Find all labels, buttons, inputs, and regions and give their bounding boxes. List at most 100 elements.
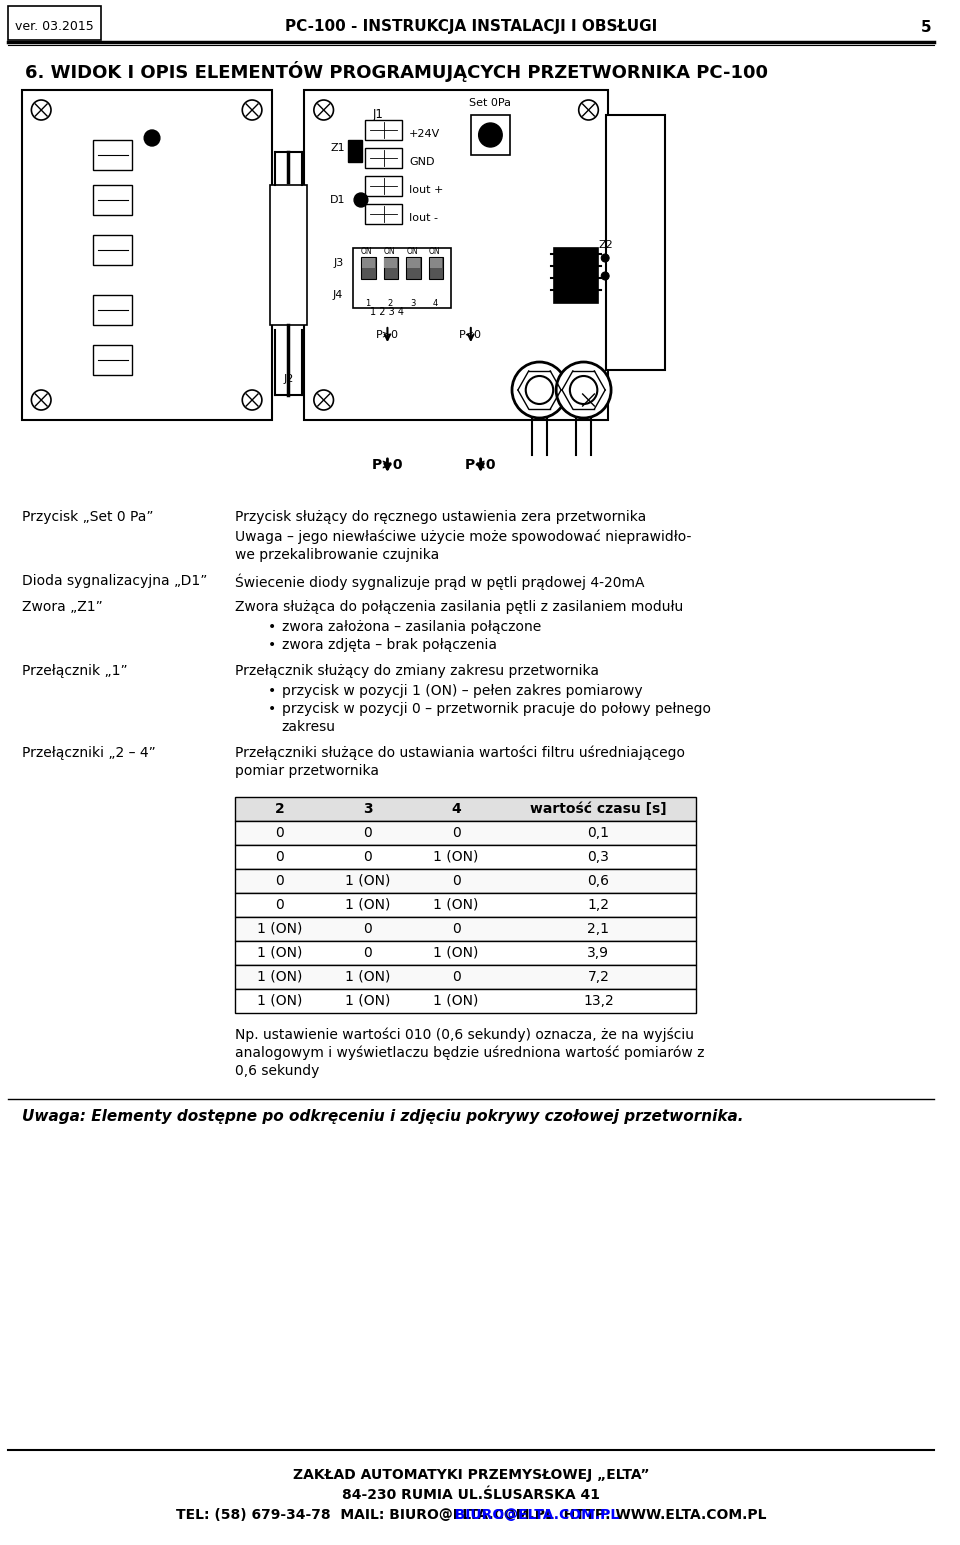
- FancyBboxPatch shape: [365, 204, 402, 224]
- Text: 0: 0: [452, 922, 461, 936]
- Circle shape: [242, 389, 262, 409]
- Text: Uwaga: Elementy dostępne po odkręceniu i zdjęciu pokrywy czołowej przetwornika.: Uwaga: Elementy dostępne po odkręceniu i…: [21, 1109, 743, 1125]
- FancyBboxPatch shape: [8, 6, 101, 40]
- Text: 0,1: 0,1: [588, 827, 610, 840]
- FancyBboxPatch shape: [406, 256, 420, 280]
- Text: 0,3: 0,3: [588, 850, 610, 864]
- FancyBboxPatch shape: [21, 90, 272, 420]
- Text: 1,2: 1,2: [588, 898, 610, 912]
- Text: 1 (ON): 1 (ON): [257, 922, 302, 936]
- Text: 4: 4: [451, 802, 461, 816]
- Text: ON: ON: [429, 247, 441, 256]
- Text: 1 (ON): 1 (ON): [346, 874, 391, 888]
- Text: Uwaga – jego niewłaściwe użycie może spowodować nieprawidło-: Uwaga – jego niewłaściwe użycie może spo…: [235, 530, 692, 544]
- Text: J2: J2: [283, 374, 294, 385]
- FancyBboxPatch shape: [93, 235, 132, 266]
- Text: 0: 0: [452, 970, 461, 984]
- Text: BIURO@ELTA.COM.PL: BIURO@ELTA.COM.PL: [323, 1508, 619, 1522]
- Text: 7,2: 7,2: [588, 970, 610, 984]
- Text: P>0: P>0: [372, 457, 403, 473]
- Text: zwora założona – zasilania połączone: zwora założona – zasilania połączone: [281, 620, 540, 633]
- Circle shape: [556, 362, 612, 419]
- Text: Iout +: Iout +: [409, 185, 444, 195]
- Text: •: •: [268, 701, 276, 715]
- Text: 2,1: 2,1: [588, 922, 610, 936]
- Text: 1 (ON): 1 (ON): [433, 850, 479, 864]
- Text: 5: 5: [922, 20, 932, 34]
- Text: D1: D1: [330, 195, 346, 205]
- Text: zakresu: zakresu: [281, 720, 335, 734]
- Text: 2: 2: [275, 802, 284, 816]
- FancyBboxPatch shape: [235, 989, 696, 1014]
- Text: +24V: +24V: [409, 128, 441, 139]
- Text: Set 0Pa: Set 0Pa: [469, 97, 512, 108]
- Text: 0: 0: [364, 827, 372, 840]
- FancyBboxPatch shape: [362, 258, 374, 267]
- Text: 0: 0: [364, 922, 372, 936]
- Text: Z1: Z1: [330, 144, 346, 153]
- Circle shape: [512, 362, 567, 419]
- Text: 0: 0: [276, 874, 284, 888]
- FancyBboxPatch shape: [235, 797, 696, 820]
- FancyBboxPatch shape: [270, 185, 307, 324]
- FancyBboxPatch shape: [365, 176, 402, 196]
- Circle shape: [579, 100, 598, 121]
- Text: ON: ON: [384, 247, 396, 256]
- Circle shape: [144, 130, 160, 145]
- Text: GND: GND: [409, 158, 435, 167]
- Text: ON: ON: [406, 247, 418, 256]
- FancyBboxPatch shape: [353, 249, 451, 307]
- Text: ON: ON: [361, 247, 372, 256]
- Text: J3: J3: [333, 258, 344, 267]
- FancyBboxPatch shape: [93, 185, 132, 215]
- Text: 1 (ON): 1 (ON): [433, 898, 479, 912]
- Circle shape: [479, 124, 502, 147]
- Text: 0: 0: [364, 850, 372, 864]
- Text: TEL: (58) 679-34-78  MAIL: BIURO@ELTA.COM.PL  HTTP: WWW.ELTA.COM.PL: TEL: (58) 679-34-78 MAIL: BIURO@ELTA.COM…: [176, 1508, 766, 1522]
- FancyBboxPatch shape: [93, 345, 132, 375]
- Text: 0: 0: [276, 898, 284, 912]
- Circle shape: [601, 272, 609, 280]
- Text: J1: J1: [372, 108, 384, 121]
- Circle shape: [242, 100, 262, 121]
- Circle shape: [601, 253, 609, 263]
- Text: 0: 0: [276, 827, 284, 840]
- FancyBboxPatch shape: [235, 966, 696, 989]
- Text: Przełączniki służące do ustawiania wartości filtru uśredniającego: Przełączniki służące do ustawiania warto…: [235, 746, 685, 760]
- Text: 1 (ON): 1 (ON): [257, 993, 302, 1007]
- Text: P<0: P<0: [465, 457, 496, 473]
- Text: Dioda sygnalizacyjna „D1”: Dioda sygnalizacyjna „D1”: [21, 575, 207, 589]
- Text: 3: 3: [410, 298, 416, 307]
- Text: zwora zdjęta – brak połączenia: zwora zdjęta – brak połączenia: [281, 638, 496, 652]
- FancyBboxPatch shape: [235, 868, 696, 893]
- Text: •: •: [268, 638, 276, 652]
- Text: PC-100 - INSTRUKCJA INSTALACJI I OBSŁUGI: PC-100 - INSTRUKCJA INSTALACJI I OBSŁUGI: [285, 20, 657, 34]
- Circle shape: [314, 100, 333, 121]
- Text: we przekalibrowanie czujnika: we przekalibrowanie czujnika: [235, 548, 440, 562]
- Text: 2: 2: [388, 298, 393, 307]
- Circle shape: [32, 389, 51, 409]
- Text: 1: 1: [365, 298, 371, 307]
- Text: 1 2 3 4: 1 2 3 4: [371, 307, 404, 317]
- Text: Przełączniki „2 – 4”: Przełączniki „2 – 4”: [21, 746, 156, 760]
- FancyBboxPatch shape: [430, 258, 443, 267]
- Text: •: •: [268, 684, 276, 698]
- Text: 1 (ON): 1 (ON): [433, 993, 479, 1007]
- Text: analogowym i wyświetlaczu będzie uśredniona wartość pomiarów z: analogowym i wyświetlaczu będzie uśredni…: [235, 1046, 705, 1060]
- Text: Przełącznik „1”: Przełącznik „1”: [21, 664, 128, 678]
- Text: 1 (ON): 1 (ON): [433, 946, 479, 959]
- FancyBboxPatch shape: [235, 918, 696, 941]
- Text: 6. WIDOK I OPIS ELEMENTÓW PROGRAMUJĄCYCH PRZETWORNIKA PC-100: 6. WIDOK I OPIS ELEMENTÓW PROGRAMUJĄCYCH…: [25, 62, 768, 82]
- Circle shape: [314, 389, 333, 409]
- Text: ZAKŁAD AUTOMATYKI PRZEMYSŁOWEJ „ELTA”: ZAKŁAD AUTOMATYKI PRZEMYSŁOWEJ „ELTA”: [293, 1468, 649, 1482]
- FancyBboxPatch shape: [428, 256, 444, 280]
- Circle shape: [32, 100, 51, 121]
- Text: wartość czasu [s]: wartość czasu [s]: [530, 802, 666, 816]
- Text: P<0: P<0: [459, 331, 482, 340]
- Text: 0: 0: [276, 850, 284, 864]
- Circle shape: [526, 375, 553, 403]
- Text: ver. 03.2015: ver. 03.2015: [14, 20, 93, 34]
- Text: 84-230 RUMIA UL.ŚLUSARSKA 41: 84-230 RUMIA UL.ŚLUSARSKA 41: [342, 1488, 600, 1502]
- Text: Zwora „Z1”: Zwora „Z1”: [21, 599, 103, 613]
- FancyBboxPatch shape: [383, 256, 398, 280]
